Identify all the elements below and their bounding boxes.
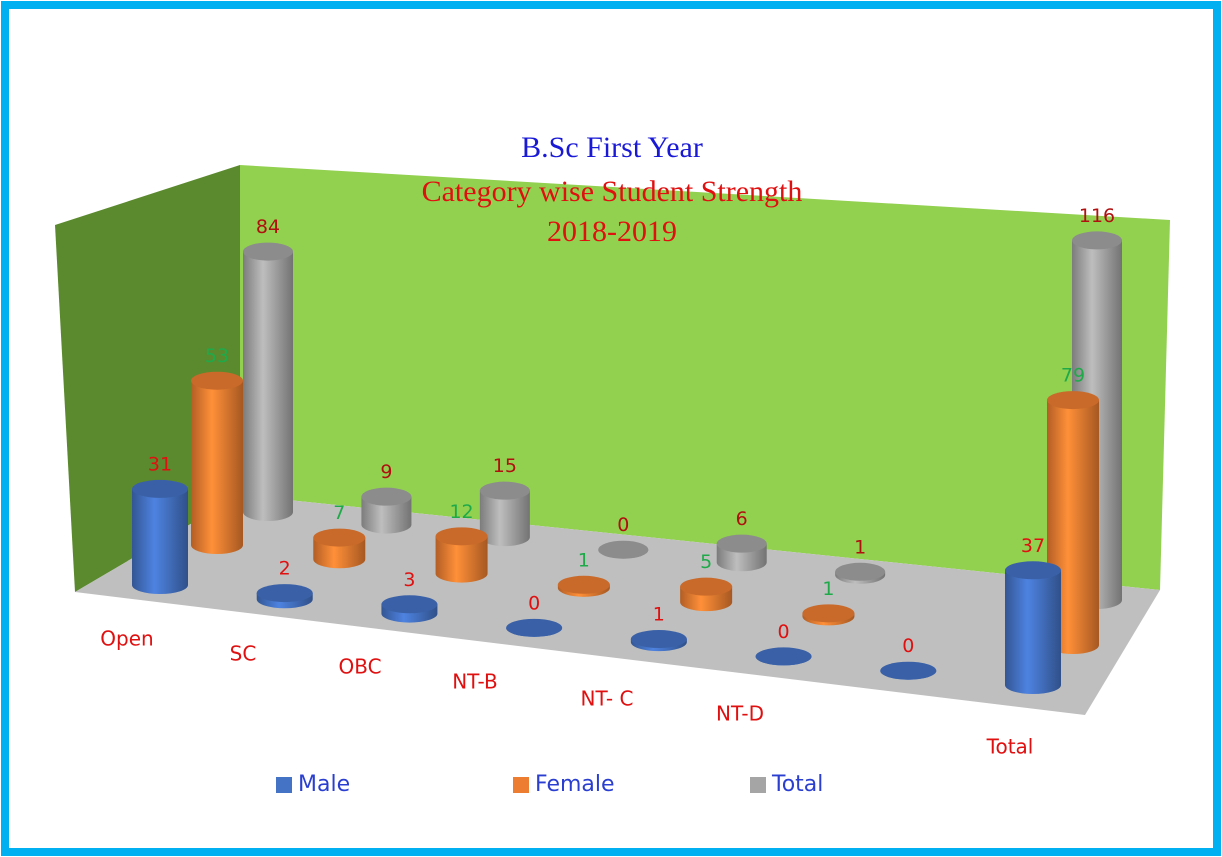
legend-label: Male xyxy=(298,772,350,797)
data-label: 1 xyxy=(653,604,665,626)
bar-top xyxy=(1005,561,1061,580)
data-label: 9 xyxy=(380,461,392,483)
data-label: 31 xyxy=(148,453,172,475)
data-label: 5 xyxy=(700,551,712,573)
bar-top xyxy=(435,527,488,546)
category-label: NT- C xyxy=(581,687,634,711)
bar xyxy=(361,496,412,534)
bar-top xyxy=(680,577,733,596)
bar-top xyxy=(880,661,937,680)
category-label: OBC xyxy=(338,655,381,679)
bar xyxy=(435,536,488,583)
chart-subtitle: Category wise Student Strength xyxy=(422,175,803,208)
category-label: Total xyxy=(986,735,1034,759)
bar-top xyxy=(802,604,855,623)
legend-swatch xyxy=(750,777,766,793)
category-label: Open xyxy=(100,627,153,651)
category-label: NT-B xyxy=(452,670,498,694)
data-label: 1 xyxy=(854,536,866,558)
category-label: SC xyxy=(230,642,257,666)
data-label: 79 xyxy=(1061,365,1085,387)
data-label: 0 xyxy=(528,592,540,614)
bar-top xyxy=(506,618,563,637)
data-label: 0 xyxy=(778,621,790,643)
bar-top xyxy=(1047,391,1099,410)
chart-subtitle: 2018-2019 xyxy=(547,215,677,248)
back-wall xyxy=(240,165,1170,590)
bar-top xyxy=(835,562,886,581)
data-label: 15 xyxy=(493,455,517,477)
bar-top xyxy=(716,534,767,553)
bar-top xyxy=(1072,231,1122,250)
bar xyxy=(191,380,243,554)
bar-top xyxy=(313,528,366,547)
data-label: 0 xyxy=(617,514,629,536)
data-label: 84 xyxy=(256,216,280,238)
bar-top xyxy=(479,481,530,500)
data-label: 7 xyxy=(333,502,345,524)
legend-label: Female xyxy=(535,772,615,797)
bar-top xyxy=(381,595,438,614)
data-label: 3 xyxy=(403,569,415,591)
data-label: 53 xyxy=(205,345,229,367)
bar xyxy=(1005,570,1061,694)
data-label: 0 xyxy=(902,635,914,657)
data-label: 6 xyxy=(736,508,748,530)
bar-top xyxy=(256,584,313,603)
bar xyxy=(243,251,293,521)
category-label: NT-D xyxy=(716,702,764,726)
data-label: 2 xyxy=(279,558,291,580)
data-label: 12 xyxy=(449,501,473,523)
bar-top xyxy=(755,647,812,666)
data-label: 1 xyxy=(822,578,834,600)
bar xyxy=(479,490,530,547)
legend-label: Total xyxy=(771,772,823,797)
data-label: 37 xyxy=(1021,535,1045,557)
bar-top xyxy=(243,242,293,261)
legend-swatch xyxy=(513,777,529,793)
bar-top xyxy=(191,371,243,390)
data-label: 1 xyxy=(578,549,590,571)
bar-top xyxy=(132,479,188,498)
data-label: 116 xyxy=(1079,205,1115,227)
chart-title: B.Sc First Year xyxy=(521,131,703,164)
legend-swatch xyxy=(276,777,292,793)
bar-top xyxy=(598,540,649,559)
bar-top xyxy=(557,575,610,594)
bar xyxy=(132,488,188,594)
bar-top xyxy=(361,487,412,506)
bar-top xyxy=(630,630,687,649)
